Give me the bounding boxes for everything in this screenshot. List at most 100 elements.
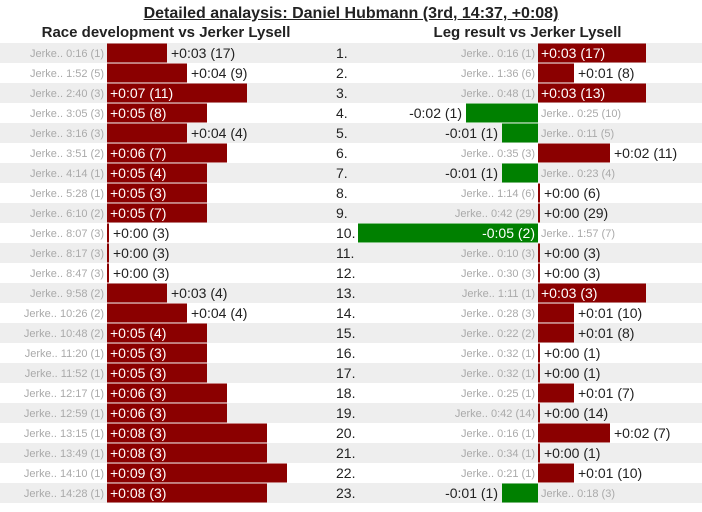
race-value-label: +0:05 (4): [110, 165, 166, 181]
race-reference-label: Jerke.. 8:07 (3): [30, 228, 104, 240]
leg-bar: [502, 483, 538, 503]
race-bar: [107, 283, 167, 303]
leg-number: 19.: [336, 405, 355, 421]
leg-value-label: -0:01 (1): [445, 165, 498, 181]
race-value-label: +0:06 (7): [110, 145, 166, 161]
leg-bar: [538, 243, 540, 263]
leg-value-label: -0:02 (1): [409, 105, 462, 121]
race-development-subtitle: Race development vs Jerker Lysell: [41, 24, 291, 41]
leg-reference-label: Jerke.. 0:16 (1): [461, 428, 535, 440]
leg-bar: [538, 363, 540, 383]
race-reference-label: Jerke.. 13:49 (1): [24, 448, 104, 460]
leg-value-label: +0:02 (11): [614, 145, 677, 161]
leg-reference-label: Jerke.. 0:34 (1): [461, 448, 535, 460]
leg-value-label: +0:00 (1): [544, 365, 600, 381]
race-bar: [107, 43, 167, 63]
race-value-label: +0:08 (3): [110, 485, 166, 501]
race-value-label: +0:07 (11): [110, 85, 173, 101]
race-bar: [107, 303, 187, 323]
leg-value-label: +0:03 (3): [541, 285, 597, 301]
race-reference-label: Jerke.. 3:51 (2): [30, 148, 104, 160]
leg-number: 21.: [336, 445, 355, 461]
row-background: [0, 243, 702, 263]
race-value-label: +0:09 (3): [110, 465, 166, 481]
leg-bar: [538, 183, 540, 203]
leg-value-label: -0:01 (1): [445, 125, 498, 141]
race-bar: [107, 383, 227, 403]
leg-bar: [538, 63, 574, 83]
leg-reference-label: Jerke.. 0:25 (1): [461, 388, 535, 400]
race-value-label: +0:08 (3): [110, 445, 166, 461]
race-value-label: +0:05 (8): [110, 105, 166, 121]
leg-bar: [358, 223, 538, 243]
race-value-label: +0:00 (3): [113, 245, 169, 261]
race-value-label: +0:06 (3): [110, 385, 166, 401]
leg-reference-label: Jerke.. 0:16 (1): [461, 48, 535, 60]
leg-reference-label: Jerke.. 0:21 (1): [461, 468, 535, 480]
leg-value-label: +0:00 (6): [544, 185, 600, 201]
leg-number: 6.: [336, 145, 348, 161]
leg-value-label: +0:01 (8): [578, 65, 634, 81]
leg-number: 4.: [336, 105, 348, 121]
leg-reference-label: Jerke.. 0:42 (29): [455, 208, 535, 220]
leg-reference-label: Jerke.. 1:14 (6): [461, 188, 535, 200]
leg-reference-label: Jerke.. 1:11 (1): [462, 288, 535, 300]
page-title: Detailed analaysis: Daniel Hubmann (3rd,…: [143, 5, 559, 22]
race-reference-label: Jerke.. 12:59 (1): [24, 408, 104, 420]
race-value-label: +0:05 (3): [110, 365, 166, 381]
leg-number: 11.: [336, 245, 354, 261]
leg-value-label: +0:01 (7): [578, 385, 634, 401]
leg-value-label: -0:01 (1): [445, 485, 498, 501]
race-reference-label: Jerke.. 1:52 (5): [30, 68, 104, 80]
race-reference-label: Jerke.. 12:17 (1): [24, 388, 104, 400]
leg-number: 2.: [336, 65, 348, 81]
race-value-label: +0:03 (17): [171, 45, 235, 61]
race-reference-label: Jerke.. 14:28 (1): [24, 488, 104, 500]
leg-bar: [538, 43, 646, 63]
row-background: [0, 283, 702, 303]
race-reference-label: Jerke.. 3:05 (3): [30, 108, 104, 120]
leg-value-label: -0:05 (2): [482, 225, 535, 241]
leg-reference-label: Jerke.. 0:30 (3): [461, 268, 535, 280]
leg-reference-label: Jerke.. 1:36 (6): [461, 68, 535, 80]
leg-number: 3.: [336, 85, 348, 101]
leg-reference-label: Jerke.. 0:28 (3): [461, 308, 535, 320]
race-value-label: +0:03 (4): [171, 285, 227, 301]
race-bar: [107, 323, 207, 343]
leg-bar: [538, 443, 540, 463]
leg-number: 15.: [336, 325, 355, 341]
race-reference-label: Jerke.. 0:16 (1): [30, 48, 104, 60]
race-value-label: +0:05 (7): [110, 205, 166, 221]
leg-bar: [538, 343, 540, 363]
leg-bar: [502, 163, 538, 183]
leg-number: 23.: [336, 485, 355, 501]
leg-number: 17.: [336, 365, 355, 381]
leg-value-label: +0:00 (1): [544, 345, 600, 361]
race-bar: [107, 423, 267, 443]
race-bar: [107, 203, 207, 223]
leg-reference-label: Jerke.. 1:57 (7): [541, 228, 615, 240]
leg-reference-label: Jerke.. 0:11 (5): [541, 128, 614, 140]
race-bar: [107, 343, 207, 363]
leg-value-label: +0:01 (10): [578, 465, 642, 481]
row-background: [0, 43, 702, 63]
leg-reference-label: Jerke.. 0:32 (1): [461, 368, 535, 380]
leg-bar: [538, 203, 540, 223]
leg-value-label: +0:00 (3): [544, 265, 600, 281]
race-value-label: +0:00 (3): [113, 265, 169, 281]
leg-number: 5.: [336, 125, 348, 141]
race-reference-label: Jerke.. 11:52 (1): [25, 368, 104, 380]
race-value-label: +0:05 (3): [110, 345, 166, 361]
race-bar: [107, 123, 187, 143]
race-development-chart: Jerke.. 0:16 (1) +0:03 (17) Jerke.. 1:52 (…: [24, 43, 287, 503]
race-bar: [107, 243, 109, 263]
leg-value-label: +0:00 (29): [544, 205, 608, 221]
race-value-label: +0:08 (3): [110, 425, 166, 441]
leg-bar: [538, 283, 646, 303]
leg-reference-label: Jerke.. 0:23 (4): [541, 168, 615, 180]
leg-bar: [538, 463, 574, 483]
leg-value-label: +0:03 (13): [541, 85, 605, 101]
leg-reference-label: Jerke.. 0:32 (1): [461, 348, 535, 360]
leg-result-chart: Jerke.. 0:16 (1) +0:03 (17) Jerke.. 1:36 (…: [358, 43, 677, 503]
